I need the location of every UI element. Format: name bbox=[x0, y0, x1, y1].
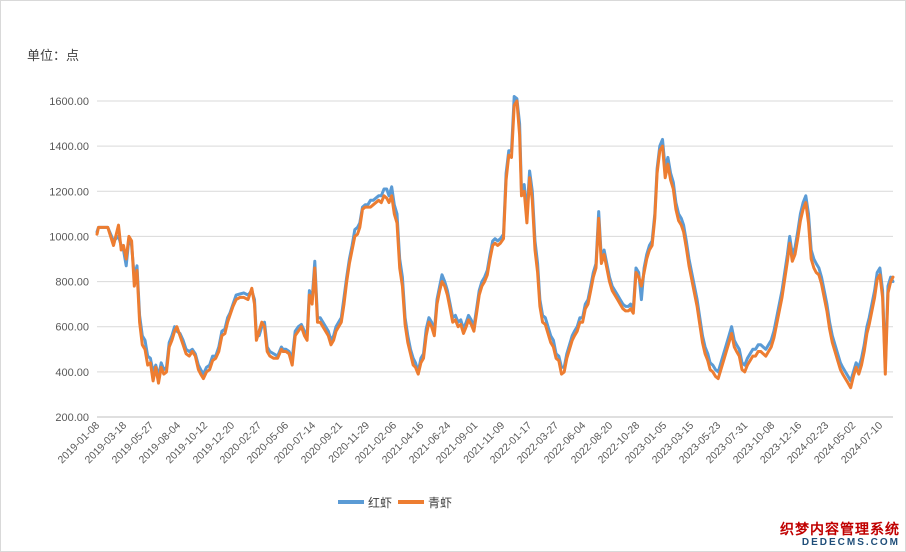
y-tick-label: 800.00 bbox=[55, 277, 89, 289]
series-lines bbox=[95, 95, 895, 390]
y-tick-label: 400.00 bbox=[55, 367, 89, 379]
y-tick-label: 1400.00 bbox=[49, 141, 89, 153]
unit-label: 单位：点 bbox=[27, 48, 80, 63]
y-tick-label: 1600.00 bbox=[49, 96, 89, 108]
watermark: 织梦内容管理系统 DEDECMS.COM bbox=[780, 520, 900, 548]
y-axis-ticks: 200.00 400.00 600.00 800.00 1000.00 1200.00 14… bbox=[49, 96, 89, 424]
legend-label: 红虾 bbox=[368, 495, 392, 510]
watermark-text: 织梦内容管理系统 bbox=[780, 520, 900, 537]
gridlines bbox=[97, 100, 893, 418]
y-tick-label: 200.00 bbox=[55, 412, 89, 424]
watermark-subtext: DEDECMS.COM bbox=[801, 537, 900, 548]
legend-label: 青虾 bbox=[428, 496, 452, 510]
series-line bbox=[95, 99, 895, 390]
x-axis-ticks: 2019-01-082019-03-182019-05-272019-08-04… bbox=[56, 420, 886, 467]
y-tick-label: 1200.00 bbox=[49, 186, 89, 198]
y-tick-label: 1000.00 bbox=[49, 231, 89, 243]
series-line bbox=[95, 95, 895, 383]
y-tick-label: 600.00 bbox=[55, 322, 89, 334]
legend[interactable]: 红虾 青虾 bbox=[338, 495, 452, 510]
